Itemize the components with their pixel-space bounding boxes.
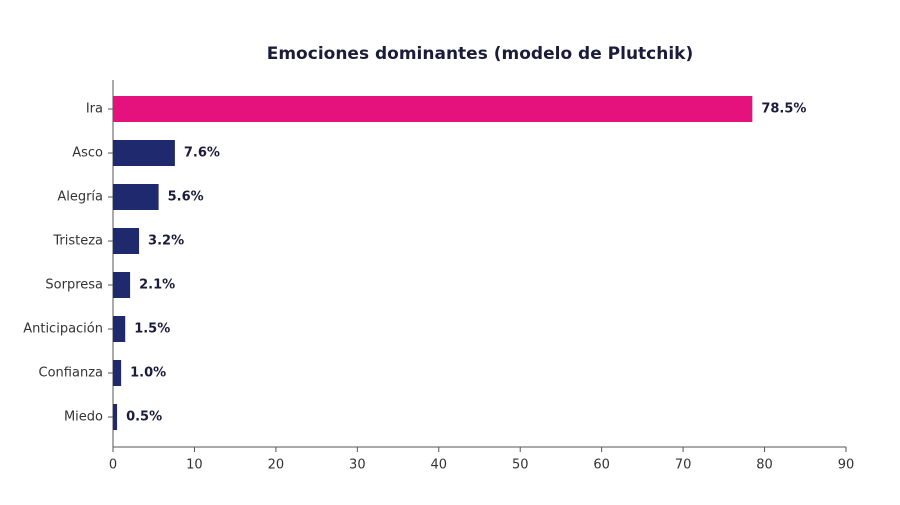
x-tick-label: 20 — [268, 458, 285, 473]
bar — [113, 360, 122, 386]
x-tick-label: 90 — [838, 458, 855, 473]
bar — [113, 228, 140, 254]
y-tick-label: Confianza — [39, 366, 103, 381]
chart-title: Emociones dominantes (modelo de Plutchik… — [267, 44, 694, 64]
x-tick-label: 40 — [431, 458, 448, 473]
value-label: 1.5% — [134, 322, 170, 337]
x-tick-label: 80 — [756, 458, 773, 473]
bar — [113, 316, 126, 342]
value-label: 78.5% — [761, 102, 806, 117]
bar — [113, 272, 131, 298]
x-tick-label: 50 — [512, 458, 529, 473]
x-tick-label: 30 — [349, 458, 366, 473]
value-label: 0.5% — [126, 410, 162, 425]
x-tick-label: 70 — [675, 458, 692, 473]
y-tick-label: Anticipación — [23, 322, 103, 337]
y-tick-label: Alegría — [57, 190, 103, 205]
y-tick-label: Ira — [86, 102, 103, 117]
bar — [113, 184, 159, 210]
y-tick-label: Asco — [72, 146, 103, 161]
bar — [113, 140, 175, 166]
value-label: 2.1% — [139, 278, 175, 293]
bar — [113, 96, 753, 122]
value-label: 3.2% — [148, 234, 184, 249]
x-tick-label: 0 — [109, 458, 117, 473]
value-label: 1.0% — [130, 366, 166, 381]
value-label: 5.6% — [168, 190, 204, 205]
x-tick-label: 60 — [593, 458, 610, 473]
y-tick-label: Miedo — [64, 410, 103, 425]
value-label: 7.6% — [184, 146, 220, 161]
x-tick-label: 10 — [186, 458, 203, 473]
y-tick-label: Tristeza — [52, 234, 103, 249]
y-tick-label: Sorpresa — [45, 278, 103, 293]
bar — [113, 404, 118, 430]
